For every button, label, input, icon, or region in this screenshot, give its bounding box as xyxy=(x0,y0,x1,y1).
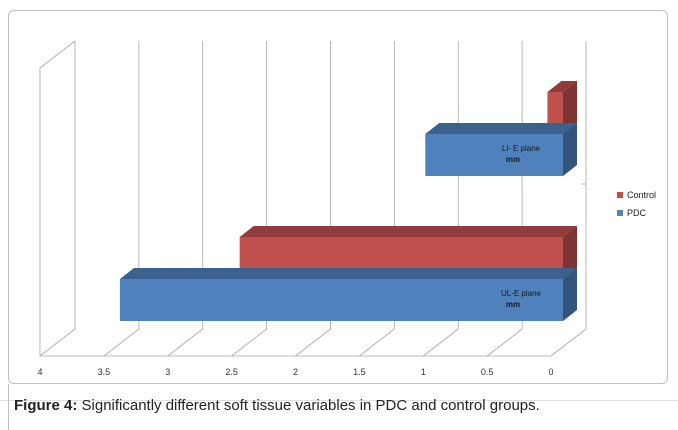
floor-gridline xyxy=(295,328,331,357)
bar-pdc-1-top-face xyxy=(425,123,577,134)
caption-text: Significantly different soft tissue vari… xyxy=(77,397,540,414)
x-tick-label: 4 xyxy=(37,367,42,377)
legend-label-pdc: PDC xyxy=(627,208,647,218)
floor-gridline xyxy=(39,328,76,357)
chart-frame xyxy=(8,10,668,384)
floor-gridline xyxy=(359,328,395,357)
x-tick-label: 2.5 xyxy=(225,367,238,377)
bar-pdc-0-side-face xyxy=(563,268,577,321)
category-label-unit: mm xyxy=(506,155,520,164)
legend-swatch-pdc xyxy=(617,210,623,216)
floor-gridline xyxy=(486,328,523,357)
bar-chart: 4 3.5 3 2.5 2 1.5 1 0.5 0 UL-E plane mm Ll- E plane… xyxy=(37,40,656,377)
legend-swatch-control xyxy=(617,192,623,198)
bar-pdc-1 xyxy=(425,134,563,176)
x-tick-label: 2 xyxy=(293,367,298,377)
floor-gridline xyxy=(550,328,587,357)
x-tick-label: 1.5 xyxy=(353,367,366,377)
bar-pdc-0 xyxy=(119,279,564,321)
category-label-unit: mm xyxy=(506,300,520,309)
caption-label: Figure 4: xyxy=(14,397,78,414)
bar-control-1-side-face xyxy=(563,81,577,134)
floor-gridline xyxy=(231,328,267,357)
legend-label-control: Control xyxy=(627,190,656,200)
bar-control-0-side-face xyxy=(563,226,577,279)
floor-gridline xyxy=(423,328,459,357)
bar-control-1-top-face xyxy=(547,81,577,92)
figure-caption: Figure 4: Significantly different soft t… xyxy=(14,397,540,414)
left-rule xyxy=(8,384,9,430)
floor-gridline xyxy=(167,328,203,357)
x-tick-label: 3.5 xyxy=(98,367,111,377)
x-tick-label: 0 xyxy=(548,367,553,377)
x-tick-label: 1 xyxy=(421,367,426,377)
side-wall-top-edge xyxy=(39,40,76,69)
bar-pdc-0-top-face xyxy=(119,268,578,279)
floor-gridline xyxy=(103,328,140,357)
bar-pdc-1-side-face xyxy=(563,123,577,176)
caption-divider xyxy=(0,400,678,401)
bar-control-0-top-face xyxy=(239,226,578,237)
x-tick-label: 0.5 xyxy=(481,367,494,377)
x-tick-label: 3 xyxy=(165,367,170,377)
category-label: Ll- E plane xyxy=(502,144,541,153)
category-label: UL-E plane xyxy=(501,289,542,298)
